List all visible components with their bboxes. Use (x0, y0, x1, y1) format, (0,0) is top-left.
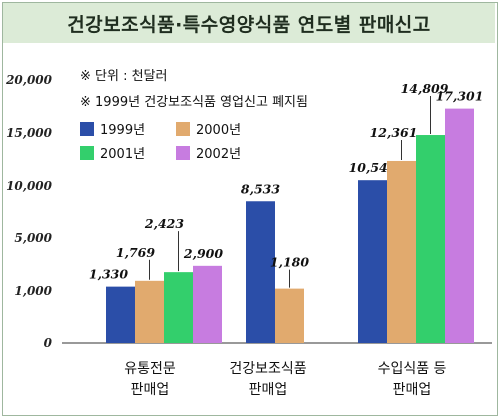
legend-swatch-2001년 (80, 146, 94, 160)
bar-1999년-0 (106, 286, 135, 343)
y-tick-label: 20,000 (5, 73, 53, 87)
bar-2001년-2 (416, 135, 445, 343)
bar-2002년-0 (193, 265, 222, 343)
legend-label: 2001년 (100, 147, 145, 162)
y-tick-label: 5,000 (14, 231, 52, 245)
bar-2001년-0 (164, 272, 193, 343)
abolished-note: ※ 1999년 건강보조식품 영업신고 폐지됨 (80, 95, 308, 110)
data-label: 1,769 (116, 245, 155, 260)
legend-label: 2002년 (196, 147, 241, 162)
title-bar: 건강보조식품·특수영양식품 연도별 판매신고 (3, 3, 495, 43)
category-label: 유통전문 (124, 361, 176, 377)
data-label: 17,301 (436, 89, 484, 104)
legend-swatch-2000년 (176, 122, 190, 136)
data-label: 10,548 (349, 160, 397, 175)
category-label: 판매업 (131, 382, 170, 398)
legend-label: 1999년 (100, 123, 145, 138)
category-label: 수입식품 등 (378, 361, 447, 377)
data-label: 12,361 (370, 125, 418, 140)
category-label: 판매업 (249, 382, 288, 398)
y-tick-label: 1,000 (14, 284, 52, 298)
y-tick-label: 10,000 (6, 179, 53, 193)
category-label: 건강보조식품 (229, 361, 306, 377)
bar-1999년-1 (246, 201, 275, 343)
bar-2000년-2 (387, 160, 416, 343)
unit-note: ※ 단위 : 천달러 (80, 69, 167, 84)
chart-title: 건강보조식품·특수영양식품 연도별 판매신고 (67, 13, 431, 36)
legend-swatch-2002년 (176, 146, 190, 160)
legend-swatch-1999년 (80, 122, 94, 136)
bar-2000년-0 (135, 280, 164, 343)
data-label: 1,330 (89, 267, 128, 282)
data-label: 1,180 (270, 255, 309, 270)
data-label: 8,533 (241, 181, 280, 196)
data-label: 14,809 (401, 81, 449, 96)
category-label: 판매업 (393, 382, 432, 398)
y-tick-label: 0 (44, 336, 53, 350)
data-label: 2,900 (183, 246, 223, 261)
legend-label: 2000년 (196, 123, 241, 138)
bar-2002년-2 (445, 108, 474, 343)
bar-1999년-2 (358, 180, 387, 343)
bar-2000년-1 (275, 288, 304, 343)
y-tick-label: 15,000 (6, 126, 53, 140)
data-label: 2,423 (144, 216, 184, 231)
